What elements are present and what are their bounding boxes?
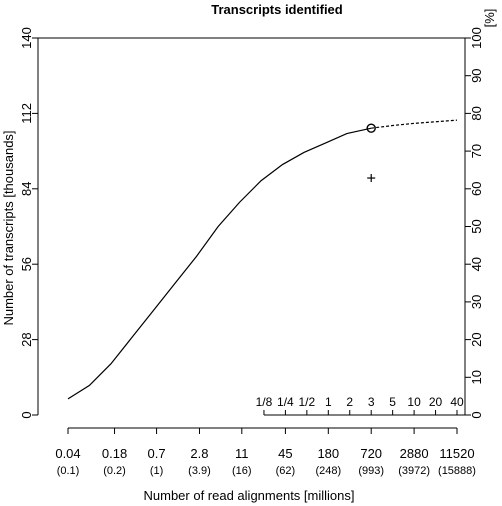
x-tick-label: 2.8 xyxy=(190,446,208,461)
fraction-tick-label: 1/8 xyxy=(256,395,273,409)
x-tick-label: 45 xyxy=(278,446,292,461)
right-y-tick-label: 0 xyxy=(469,411,484,418)
left-y-axis: 0 28 56 84 112 140 xyxy=(19,27,38,419)
left-y-tick-label: 0 xyxy=(19,411,34,418)
right-y-tick-label: 40 xyxy=(469,257,484,271)
x-tick-label: 720 xyxy=(360,446,382,461)
marker-layer xyxy=(366,123,376,183)
y-axis-label-left: Number of transcripts [thousands] xyxy=(1,130,16,325)
x-tick-sublabel: (62) xyxy=(276,465,296,477)
x-tick-sublabel: (993) xyxy=(358,465,384,477)
right-y-tick-label: 60 xyxy=(469,182,484,196)
x-axis-label: Number of read alignments [millions] xyxy=(144,488,355,503)
x-tick-label: 0.04 xyxy=(55,446,80,461)
fraction-tick-label: 3 xyxy=(368,395,375,409)
x-tick-sublabel: (0.2) xyxy=(103,465,126,477)
fraction-tick-label: 1 xyxy=(325,395,332,409)
x-tick-label: 0.7 xyxy=(148,446,166,461)
x-tick-sublabel: (16) xyxy=(232,465,252,477)
fraction-tick-label: 20 xyxy=(429,395,443,409)
series-layer xyxy=(67,119,458,400)
x-tick-label: 11520 xyxy=(439,446,474,461)
x-tick-sublabel: (15888) xyxy=(438,465,476,477)
right-y-tick-label: 80 xyxy=(469,106,484,120)
x-tick-label: 0.18 xyxy=(102,446,127,461)
right-y-tick-label: 90 xyxy=(469,68,484,82)
y-axis-label-right: [%] xyxy=(482,9,497,28)
right-y-tick-label: 70 xyxy=(469,144,484,158)
fraction-tick-label: 40 xyxy=(450,395,464,409)
circle-marker xyxy=(366,123,376,133)
right-y-tick-label: 30 xyxy=(469,295,484,309)
extrapolated-line xyxy=(371,119,458,129)
x-tick-label: 2880 xyxy=(400,446,429,461)
observed-line xyxy=(67,127,372,400)
left-y-tick-label: 84 xyxy=(19,182,34,196)
x-tick-sublabel: (1) xyxy=(150,465,163,477)
x-axis: 0.04 (0.1) 0.18 (0.2) 0.7 (1) 2.8 (3.9) 11 (16) 45… xyxy=(55,427,476,477)
x-tick-sublabel: (3972) xyxy=(398,465,430,477)
fraction-tick-label: 5 xyxy=(389,395,396,409)
right-y-tick-label: 100 xyxy=(469,27,484,49)
right-y-tick-label: 50 xyxy=(469,219,484,233)
plot-frame xyxy=(37,37,466,415)
left-y-tick-label: 112 xyxy=(19,103,34,124)
right-y-tick-label: 10 xyxy=(469,370,484,384)
chart-title: Transcripts identified xyxy=(211,2,343,17)
left-y-tick-label: 140 xyxy=(19,27,34,49)
right-y-axis: 0 10 20 30 40 50 60 70 80 90 100 xyxy=(465,27,484,419)
x-tick-label: 180 xyxy=(317,446,339,461)
x-tick-label: 11 xyxy=(235,446,249,461)
right-y-tick-label: 20 xyxy=(469,332,484,346)
fraction-tick-label: 1/4 xyxy=(277,395,294,409)
x-tick-sublabel: (0.1) xyxy=(57,465,80,477)
x-tick-sublabel: (3.9) xyxy=(188,465,211,477)
fraction-tick-label: 10 xyxy=(407,395,421,409)
left-y-tick-label: 28 xyxy=(19,332,34,346)
fraction-axis: 1/8 1/4 1/2 1 2 3 5 10 20 40 xyxy=(256,395,465,416)
fraction-tick-label: 1/2 xyxy=(299,395,316,409)
x-tick-sublabel: (248) xyxy=(315,465,341,477)
plus-marker xyxy=(367,174,376,183)
left-y-tick-label: 56 xyxy=(19,257,34,271)
fraction-tick-label: 2 xyxy=(346,395,353,409)
